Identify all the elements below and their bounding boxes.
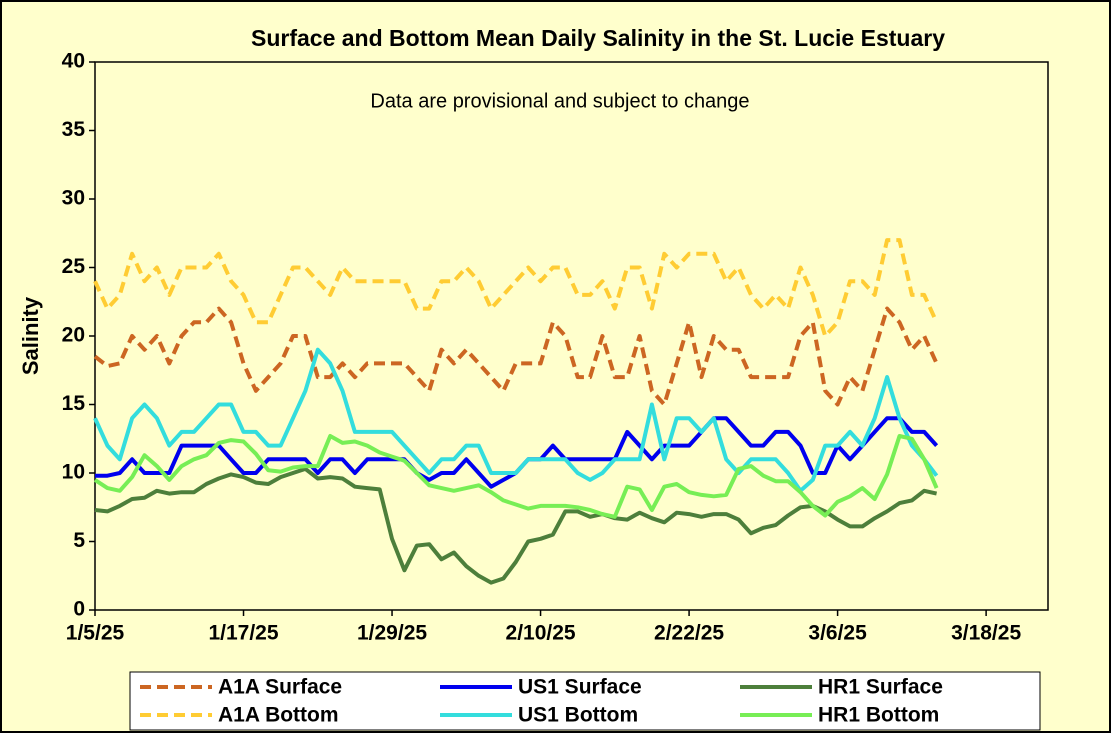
x-tick-label: 1/17/25 bbox=[208, 622, 278, 645]
annotation: Data are provisional and subject to chan… bbox=[370, 90, 749, 112]
legend-label: US1 Surface bbox=[518, 676, 642, 699]
legend-label: US1 Bottom bbox=[518, 704, 638, 727]
series-line bbox=[93, 434, 939, 519]
y-axis-label: Salinity bbox=[18, 296, 43, 375]
x-tick-label: 3/6/25 bbox=[808, 622, 867, 645]
y-tick-label: 30 bbox=[62, 187, 85, 210]
y-tick-label: 15 bbox=[62, 392, 86, 415]
x-tick-label: 1/5/25 bbox=[66, 622, 125, 645]
legend-label: HR1 Surface bbox=[818, 676, 943, 699]
y-tick-label: 5 bbox=[73, 529, 85, 552]
y-tick-label: 40 bbox=[62, 50, 85, 73]
y-tick-label: 10 bbox=[62, 461, 85, 484]
y-tick-label: 20 bbox=[62, 324, 85, 347]
series-line bbox=[93, 238, 939, 338]
x-tick-label: 1/29/25 bbox=[357, 622, 427, 645]
y-tick-label: 35 bbox=[62, 118, 86, 141]
y-tick-label: 25 bbox=[62, 255, 86, 278]
x-tick-label: 2/22/25 bbox=[654, 622, 724, 645]
legend-label: HR1 Bottom bbox=[818, 704, 939, 727]
legend-box bbox=[129, 671, 1041, 731]
chart-title: Surface and Bottom Mean Daily Salinity i… bbox=[251, 25, 945, 51]
x-tick-label: 2/10/25 bbox=[506, 622, 576, 645]
y-tick-label: 0 bbox=[73, 598, 85, 621]
legend-label: A1A Surface bbox=[218, 676, 342, 699]
series-line bbox=[93, 347, 939, 493]
legend-label: A1A Bottom bbox=[218, 704, 339, 727]
x-tick-label: 3/18/25 bbox=[951, 622, 1021, 645]
series-line bbox=[93, 306, 939, 407]
series-line bbox=[94, 466, 938, 585]
